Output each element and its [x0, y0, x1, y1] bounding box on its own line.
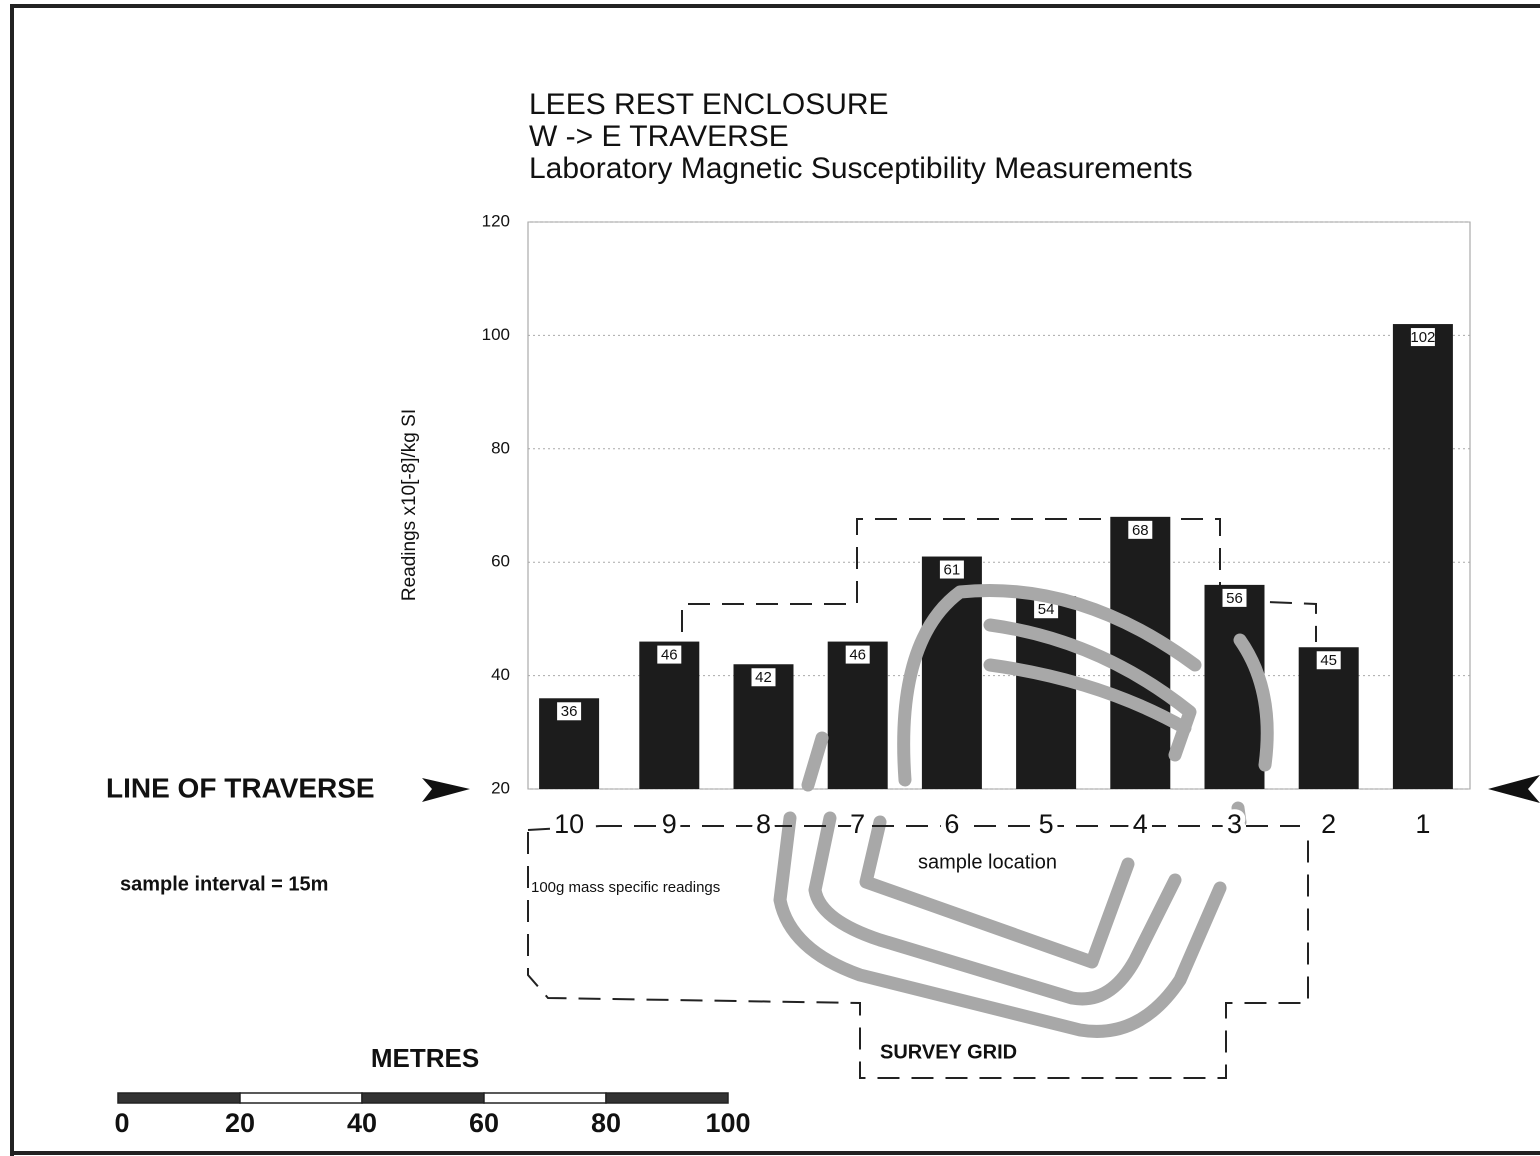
traverse-label: LINE OF TRAVERSE	[106, 772, 375, 803]
chart-title: LEES REST ENCLOSURE	[529, 88, 889, 121]
sample-location: sample location	[918, 851, 1057, 873]
scale-segment	[362, 1093, 484, 1103]
x-tick-label: 5	[1039, 809, 1054, 839]
y-axis-label: Readings x10[-8]/kg SI	[399, 409, 420, 601]
value-label: 68	[1132, 522, 1149, 539]
scale-segment	[240, 1093, 362, 1103]
y-tick-label: 20	[491, 778, 510, 797]
mass-note: 100g mass specific readings	[531, 879, 720, 896]
x-tick-label: 2	[1321, 809, 1336, 839]
x-tick-label: 3	[1227, 809, 1242, 839]
y-tick-label: 60	[491, 552, 510, 571]
scale-title: METRES	[371, 1043, 479, 1073]
scale-tick-label: 100	[705, 1108, 750, 1138]
value-label: 36	[561, 703, 578, 720]
x-tick-label: 10	[554, 809, 584, 839]
value-label: 61	[944, 561, 961, 578]
chart: LEES REST ENCLOSURE W -> E TRAVERSE Labo…	[0, 0, 1540, 1156]
value-label: 45	[1320, 652, 1337, 669]
scale-tick-label: 80	[591, 1108, 621, 1138]
y-tick-label: 40	[491, 665, 510, 684]
value-label: 42	[755, 669, 772, 686]
chart-title: W -> E TRAVERSE	[529, 120, 789, 153]
scale-segment	[118, 1093, 240, 1103]
bar	[1110, 517, 1170, 789]
value-label: 46	[661, 647, 678, 664]
x-tick-label: 1	[1415, 809, 1430, 839]
scale-tick-label: 40	[347, 1108, 377, 1138]
x-tick-label: 8	[756, 809, 771, 839]
scale-tick-label: 0	[114, 1108, 129, 1138]
scale-segment	[484, 1093, 606, 1103]
y-tick-label: 80	[491, 438, 510, 457]
x-tick-label: 6	[944, 809, 959, 839]
bar	[639, 642, 699, 789]
sample-interval: sample interval = 15m	[120, 873, 328, 895]
bar	[828, 642, 888, 789]
y-tick-label: 100	[482, 325, 510, 344]
scale-tick-label: 60	[469, 1108, 499, 1138]
x-tick-label: 7	[850, 809, 865, 839]
survey-grid-label: SURVEY GRID	[880, 1041, 1017, 1063]
x-tick-label: 9	[662, 809, 677, 839]
scale-segment	[606, 1093, 728, 1103]
x-tick-label: 4	[1133, 809, 1148, 839]
y-tick-label: 120	[482, 211, 510, 230]
chart-title: Laboratory Magnetic Susceptibility Measu…	[529, 152, 1193, 185]
scale-tick-label: 20	[225, 1108, 255, 1138]
value-label: 102	[1410, 329, 1435, 346]
value-label: 46	[849, 647, 866, 664]
bar	[1393, 324, 1453, 789]
value-label: 56	[1226, 590, 1243, 607]
